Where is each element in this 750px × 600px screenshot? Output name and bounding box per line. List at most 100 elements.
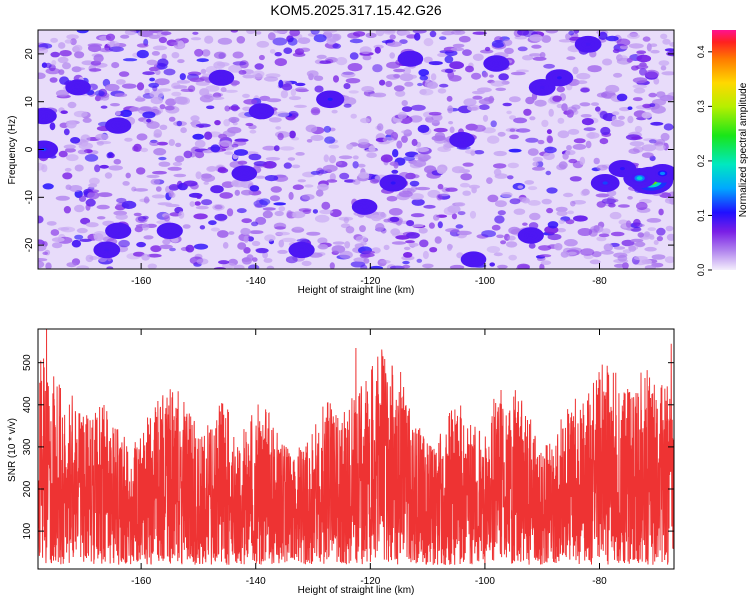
spectrogram-cell bbox=[545, 30, 559, 34]
spectrogram-cell bbox=[359, 46, 372, 55]
spectrogram-cell bbox=[176, 120, 183, 127]
spectrogram-cell bbox=[379, 259, 391, 264]
spectrogram-cell bbox=[143, 235, 154, 240]
chart-title: KOM5.2025.317.15.42.G26 bbox=[270, 2, 441, 18]
spectrogram-cell bbox=[192, 31, 199, 35]
spectrogram-cell bbox=[401, 130, 412, 134]
spectrogram-cell bbox=[529, 34, 543, 42]
spectrogram-cell bbox=[328, 144, 340, 149]
spectrogram-cell bbox=[616, 93, 628, 102]
spectrogram-cell bbox=[55, 89, 70, 97]
spectrogram-cell bbox=[563, 192, 574, 198]
spectrogram-cell bbox=[633, 256, 648, 261]
spectrogram-cell bbox=[605, 84, 620, 94]
spectrogram-cell bbox=[251, 240, 261, 247]
spectrogram-cell bbox=[210, 185, 224, 194]
spectrogram-cell bbox=[466, 104, 480, 112]
spectrogram-cell bbox=[644, 231, 650, 237]
spectrogram-cell bbox=[62, 172, 73, 180]
spectrogram-cell bbox=[183, 180, 198, 187]
spectrogram-cell bbox=[262, 207, 276, 211]
spectrogram-cell bbox=[165, 98, 177, 106]
spectrogram-cell bbox=[168, 190, 174, 198]
snr-x-ticks: -160 -140 -120 -100 -80 bbox=[131, 329, 607, 587]
spectrogram-cell bbox=[380, 154, 393, 163]
spectrogram-cell bbox=[293, 226, 303, 230]
spectrogram-cell bbox=[120, 109, 132, 118]
spectrogram-cell bbox=[452, 43, 465, 48]
spectrogram-cell bbox=[391, 241, 406, 245]
spectrogram-cell bbox=[141, 253, 150, 261]
spectrogram-cell bbox=[554, 243, 563, 251]
spectrogram-cell bbox=[46, 221, 57, 226]
spectrogram-cell bbox=[306, 70, 319, 78]
snr-panel: -160 -140 -120 -100 -80 100 200 300 400 500 Heig… bbox=[7, 328, 675, 596]
spectrogram-cell bbox=[254, 63, 264, 70]
spectrogram-cell bbox=[64, 39, 73, 44]
snr-x-tick-label: -120 bbox=[360, 576, 380, 587]
spectrogram-cell bbox=[275, 126, 282, 130]
spectrogram-cell bbox=[121, 200, 137, 209]
spectrogram-cell bbox=[224, 151, 234, 155]
spectrogram-cell bbox=[125, 172, 131, 179]
spectrogram-cell bbox=[228, 64, 243, 73]
spectrogram-cell bbox=[541, 119, 549, 128]
spectrogram-cell bbox=[613, 252, 628, 258]
spectrogram-cell bbox=[410, 213, 425, 218]
spectrogram-cell bbox=[203, 181, 209, 185]
spectrogram-cell bbox=[415, 147, 430, 153]
spectrogram-cell bbox=[601, 228, 611, 235]
spectrogram-cell bbox=[393, 85, 405, 92]
spectrogram-cell bbox=[579, 102, 591, 107]
spectrogram-cell bbox=[433, 214, 440, 221]
spectrogram-cell bbox=[357, 163, 366, 168]
spectrogram-cell bbox=[190, 37, 202, 41]
spectrogram-cell bbox=[345, 78, 361, 84]
spectrogram-cell bbox=[278, 239, 285, 248]
spectrogram-cell bbox=[613, 263, 626, 268]
spectrogram-cell bbox=[94, 90, 105, 97]
spectrogram-cell bbox=[193, 243, 209, 250]
spectrogram-cell bbox=[80, 217, 91, 225]
spectrogram-cell bbox=[96, 140, 112, 145]
spectrogram-cell bbox=[180, 88, 194, 93]
spectrogram-cell bbox=[627, 33, 640, 39]
spectrogram-cell bbox=[547, 233, 562, 241]
spectrogram-y-tick-label: 10 bbox=[24, 96, 35, 108]
spectrogram-cell bbox=[644, 69, 660, 79]
spectrogram-cell bbox=[470, 150, 476, 156]
spectrogram-cell bbox=[579, 156, 586, 165]
spectrogram-cell bbox=[161, 53, 167, 60]
colorbar-tick-label: 0.3 bbox=[696, 100, 706, 113]
spectrogram-cell bbox=[538, 245, 552, 251]
spectrogram-cell bbox=[541, 198, 552, 205]
spectrogram-cell bbox=[428, 120, 440, 124]
spectrogram-cell bbox=[243, 247, 251, 254]
spectrogram-x-axis-label: Height of straight line (km) bbox=[298, 285, 415, 296]
spectrogram-cell bbox=[45, 62, 52, 69]
spectrogram-cell bbox=[613, 72, 623, 78]
spectrogram-cell bbox=[108, 46, 124, 52]
spectrogram-cell bbox=[136, 43, 149, 48]
spectrogram-cell bbox=[189, 77, 205, 83]
spectrogram-cell bbox=[547, 221, 559, 229]
spectrogram-hotspot bbox=[585, 42, 591, 46]
spectrogram-cell bbox=[401, 106, 413, 112]
spectrogram-cell bbox=[472, 90, 485, 95]
spectrogram-cell bbox=[288, 96, 302, 101]
spectrogram-cell bbox=[665, 225, 674, 232]
colorbar-tick-label: 0.2 bbox=[696, 155, 706, 168]
spectrogram-cell bbox=[51, 242, 63, 249]
spectrogram-cell bbox=[262, 210, 273, 219]
spectrogram-cell bbox=[232, 61, 247, 66]
spectrogram-cell bbox=[658, 60, 670, 66]
spectrogram-cell bbox=[382, 137, 395, 143]
spectrogram-cell bbox=[158, 156, 167, 161]
spectrogram-cell bbox=[49, 122, 56, 131]
spectrogram-cell bbox=[324, 136, 336, 144]
spectrogram-cell bbox=[172, 161, 183, 167]
spectrogram-cell bbox=[429, 30, 437, 38]
spectrogram-cell bbox=[142, 215, 149, 220]
spectrogram-cell bbox=[363, 258, 370, 264]
spectrogram-cell bbox=[371, 214, 382, 222]
